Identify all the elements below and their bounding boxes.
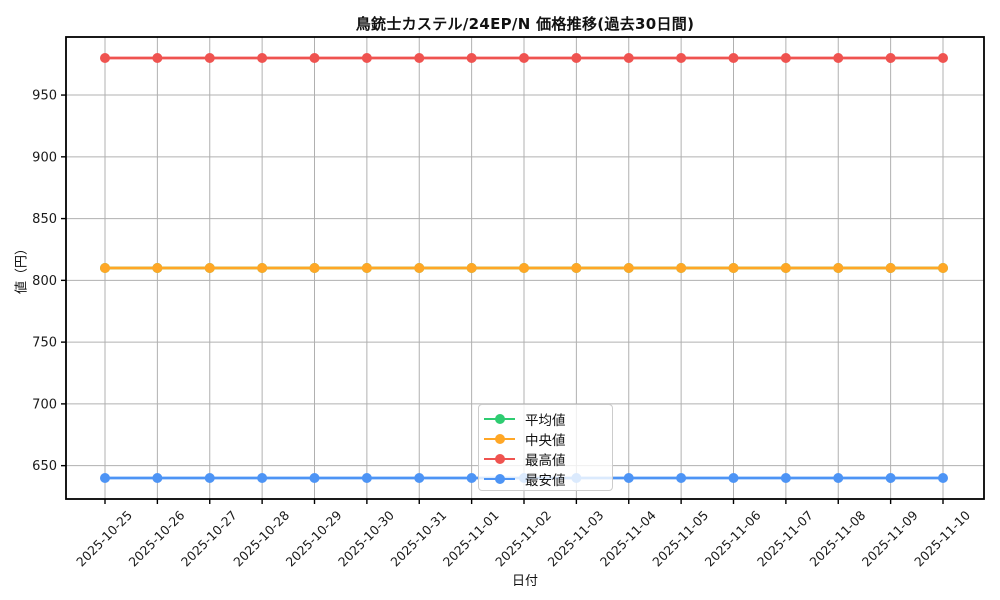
data-point-marker [676, 263, 687, 273]
data-point-marker [780, 473, 791, 483]
legend: 平均値中央値最高値最安値 [478, 404, 613, 491]
data-point-marker [780, 263, 791, 273]
data-point-marker [100, 53, 110, 63]
data-point-marker [833, 473, 844, 483]
data-point-marker [780, 53, 791, 63]
legend-marker-icon [484, 472, 515, 486]
data-point-marker [100, 473, 110, 483]
data-point-marker [938, 263, 948, 273]
data-point-marker [938, 473, 948, 483]
data-point-marker [309, 263, 320, 273]
data-point-marker [361, 53, 372, 63]
y-tick-label: 750 [32, 336, 57, 351]
y-tick-label: 950 [32, 89, 57, 104]
data-point-marker [728, 263, 739, 273]
x-axis-title: 日付 [511, 574, 538, 589]
data-point-marker [414, 473, 425, 483]
y-tick-label: 650 [32, 459, 57, 474]
data-point-marker [885, 473, 896, 483]
plot-border [65, 36, 985, 500]
data-point-marker [204, 473, 215, 483]
data-point-marker [938, 53, 948, 63]
data-point-marker [466, 473, 477, 483]
legend-item: 平均値 [484, 409, 606, 429]
data-point-marker [361, 263, 372, 273]
data-point-marker [519, 263, 529, 273]
data-point-marker [152, 53, 163, 63]
legend-item: 最高値 [484, 449, 606, 469]
data-point-marker [257, 473, 268, 483]
chart-title: 鳥銃士カステル/24EP/N 価格推移(過去30日間) [355, 15, 695, 33]
data-point-marker [571, 263, 582, 273]
legend-item-label: 最安値 [525, 473, 566, 489]
data-point-marker [885, 53, 896, 63]
legend-item-label: 中央値 [525, 433, 566, 449]
legend-item: 中央値 [484, 429, 606, 449]
y-tick-label: 700 [32, 397, 57, 412]
y-axis-title: 値（円） [14, 241, 30, 295]
data-point-marker [623, 263, 634, 273]
data-point-marker [728, 473, 739, 483]
data-point-marker [204, 53, 215, 63]
data-point-marker [885, 263, 896, 273]
data-point-marker [257, 263, 268, 273]
data-point-marker [100, 263, 110, 273]
data-point-marker [309, 473, 320, 483]
data-point-marker [571, 53, 582, 63]
data-point-marker [414, 263, 425, 273]
data-point-marker [204, 263, 215, 273]
y-tick-label: 800 [32, 274, 57, 289]
data-point-marker [623, 53, 634, 63]
legend-item: 最安値 [484, 469, 606, 489]
data-point-marker [257, 53, 268, 63]
legend-marker-icon [484, 412, 515, 426]
legend-item-label: 平均値 [525, 413, 566, 429]
data-point-marker [309, 53, 320, 63]
data-point-marker [466, 263, 477, 273]
data-point-marker [152, 473, 163, 483]
data-point-marker [676, 473, 687, 483]
data-point-marker [833, 53, 844, 63]
data-point-marker [519, 53, 529, 63]
legend-marker-icon [484, 452, 515, 466]
data-point-marker [623, 473, 634, 483]
data-point-marker [833, 263, 844, 273]
y-tick-label: 850 [32, 212, 57, 227]
data-point-marker [466, 53, 477, 63]
data-point-marker [728, 53, 739, 63]
y-tick-label: 900 [32, 150, 57, 165]
x-tick-label: 2025-11-10 [911, 507, 973, 569]
data-point-marker [361, 473, 372, 483]
legend-marker-icon [484, 432, 515, 446]
data-point-marker [152, 263, 163, 273]
legend-item-label: 最高値 [525, 453, 566, 469]
data-point-marker [414, 53, 425, 63]
data-point-marker [676, 53, 687, 63]
